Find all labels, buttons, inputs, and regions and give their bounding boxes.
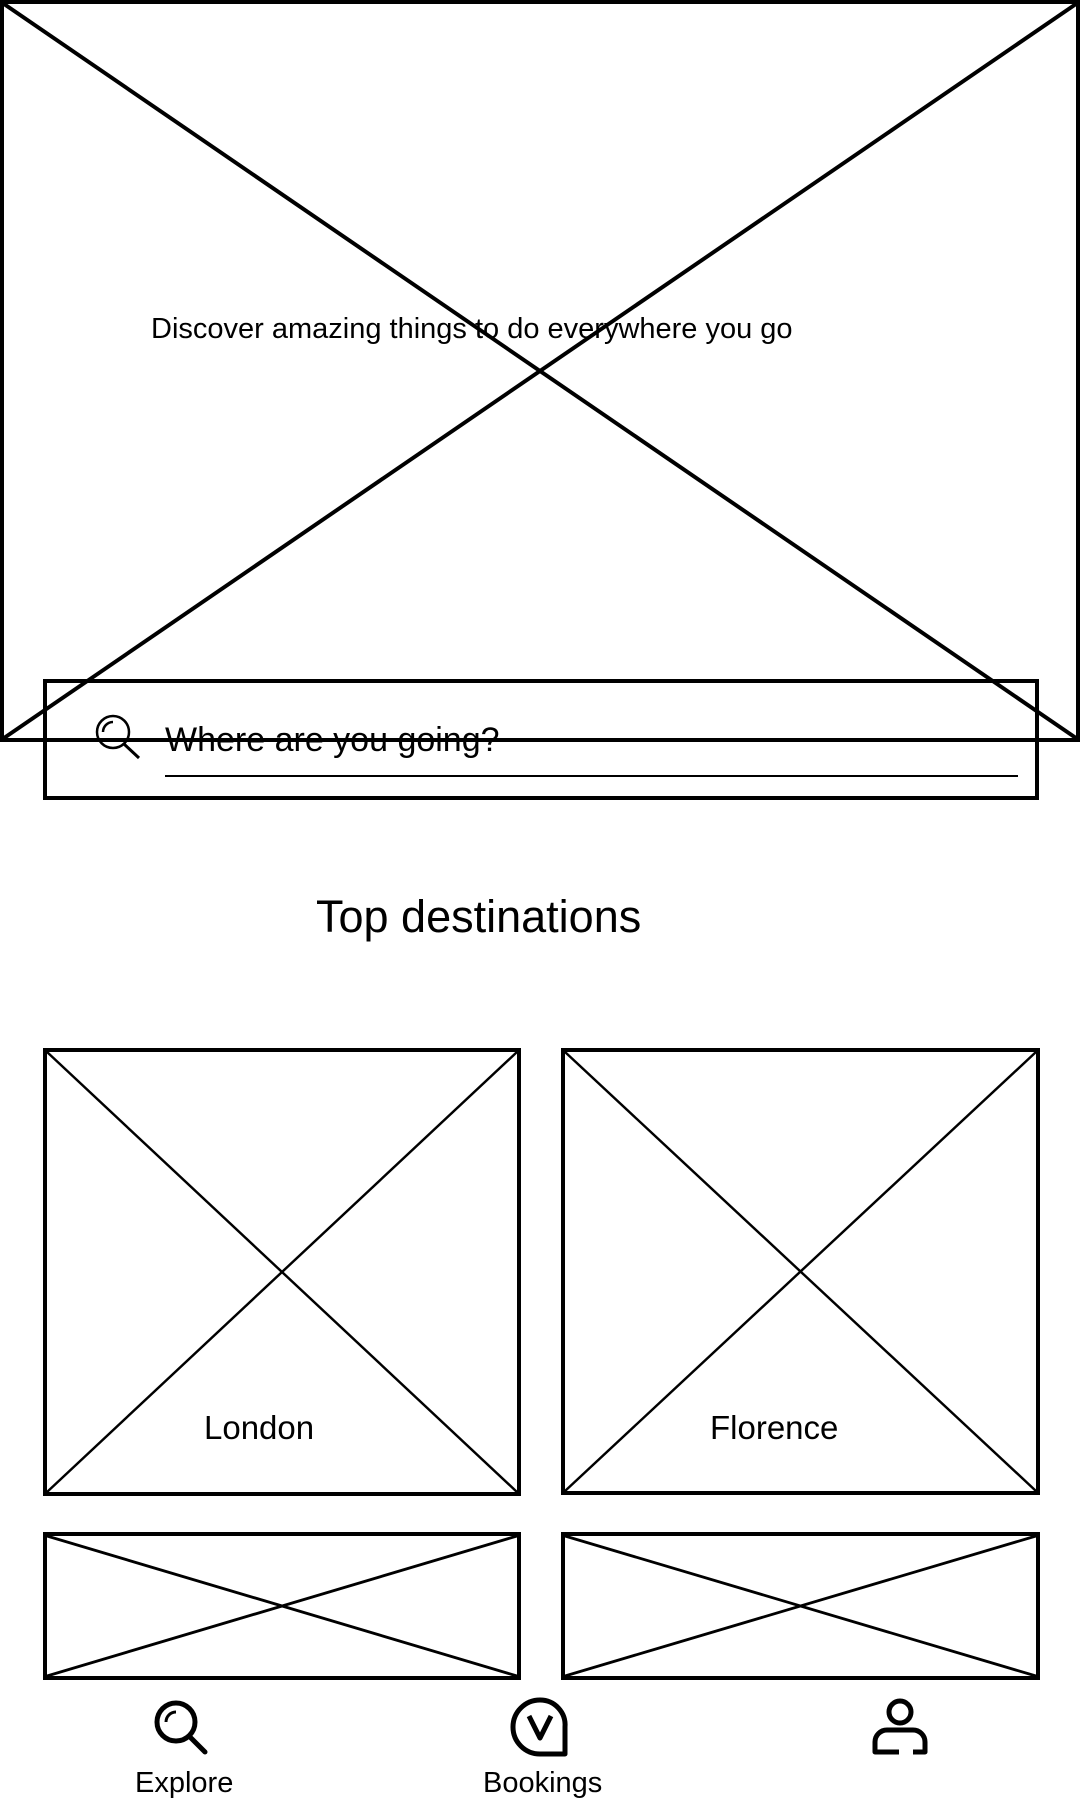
search-bar[interactable] xyxy=(43,679,1039,800)
nav-item-explore[interactable]: Explore xyxy=(120,1696,260,1800)
destination-label-florence: Florence xyxy=(710,1409,839,1446)
destination-label-london: London xyxy=(204,1409,315,1446)
nav-item-bookings[interactable]: Bookings xyxy=(478,1696,638,1800)
hero-tagline: Discover amazing things to do everywhere… xyxy=(151,313,793,345)
search-underline xyxy=(165,775,1018,777)
bookings-icon xyxy=(510,1697,568,1757)
image-placeholder-cross xyxy=(565,1052,1036,1491)
image-placeholder-cross xyxy=(47,1536,517,1676)
nav-label-explore: Explore xyxy=(135,1767,234,1799)
profile-icon xyxy=(872,1698,928,1756)
destination-tile[interactable] xyxy=(43,1532,521,1680)
nav-label-bookings: Bookings xyxy=(483,1767,603,1799)
image-placeholder-cross xyxy=(565,1536,1036,1676)
search-icon xyxy=(95,714,141,760)
destination-tile-london[interactable] xyxy=(43,1048,521,1496)
section-title-top-destinations: Top destinations xyxy=(316,891,642,942)
search-input[interactable] xyxy=(165,718,1018,762)
search-icon xyxy=(154,1700,208,1755)
destination-tile[interactable] xyxy=(561,1532,1040,1680)
hero-image xyxy=(0,0,1080,742)
image-placeholder-cross xyxy=(47,1052,517,1492)
image-placeholder-cross xyxy=(4,4,1076,738)
destination-tile-florence[interactable] xyxy=(561,1048,1040,1495)
nav-item-profile[interactable] xyxy=(860,1696,940,1800)
